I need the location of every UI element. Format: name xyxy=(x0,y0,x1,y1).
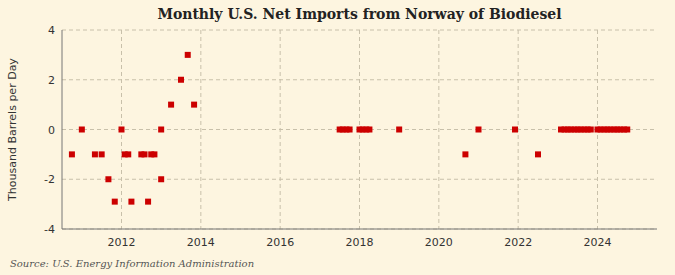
x-axis-line xyxy=(62,229,657,230)
point xyxy=(588,127,594,133)
grid-line-y xyxy=(62,229,657,230)
point xyxy=(151,151,157,157)
chart-container: -4 -2 0 2 4 2012 2014 2016 2018 2020 2022 2024 Month… xyxy=(0,0,675,275)
chart: -4 -2 0 2 4 2012 2014 2016 2018 2020 2022 2024 Month… xyxy=(0,0,675,275)
y-tick-label: -4 xyxy=(44,223,55,236)
point xyxy=(396,127,402,133)
point xyxy=(168,102,174,108)
point xyxy=(69,151,75,157)
point xyxy=(145,199,151,205)
point xyxy=(462,151,468,157)
x-tick-label: 2014 xyxy=(187,236,215,249)
y-tick-label: -2 xyxy=(44,173,55,186)
point xyxy=(191,102,197,108)
point xyxy=(125,151,131,157)
axes: -4 -2 0 2 4 2012 2014 2016 2018 2020 2022 2024 xyxy=(44,24,657,249)
x-tick-label: 2012 xyxy=(108,236,136,249)
grid-line-x xyxy=(280,30,281,229)
point xyxy=(92,151,98,157)
point xyxy=(347,127,353,133)
background xyxy=(0,0,675,275)
point xyxy=(158,127,164,133)
point xyxy=(105,176,111,182)
point xyxy=(112,199,118,205)
x-tick-label: 2018 xyxy=(346,236,374,249)
point xyxy=(79,127,85,133)
point xyxy=(476,127,482,133)
point xyxy=(158,176,164,182)
y-tick-label: 4 xyxy=(48,24,55,37)
point xyxy=(185,52,191,58)
points xyxy=(69,52,630,205)
grid xyxy=(62,30,657,229)
source-note: Source: U.S. Energy Information Administ… xyxy=(10,258,254,269)
point xyxy=(366,127,372,133)
point xyxy=(624,127,630,133)
x-tick-label: 2020 xyxy=(425,236,453,249)
x-tick-label: 2022 xyxy=(504,236,532,249)
y-tick-label: 2 xyxy=(48,74,55,87)
title: Monthly U.S. Net Imports from Norway of … xyxy=(157,6,561,22)
point xyxy=(128,199,134,205)
y-tick-label: 0 xyxy=(48,124,55,137)
point xyxy=(142,151,148,157)
point xyxy=(178,77,184,83)
x-tick-label: 2016 xyxy=(266,236,294,249)
y-axis-line xyxy=(62,30,63,229)
point xyxy=(119,127,125,133)
y-axis-label: Thousand Barrels per Day xyxy=(6,58,19,202)
point xyxy=(99,151,105,157)
x-tick-label: 2024 xyxy=(584,236,612,249)
grid-line-x xyxy=(200,30,201,229)
point xyxy=(535,151,541,157)
grid-line-x xyxy=(438,30,439,229)
point xyxy=(512,127,518,133)
